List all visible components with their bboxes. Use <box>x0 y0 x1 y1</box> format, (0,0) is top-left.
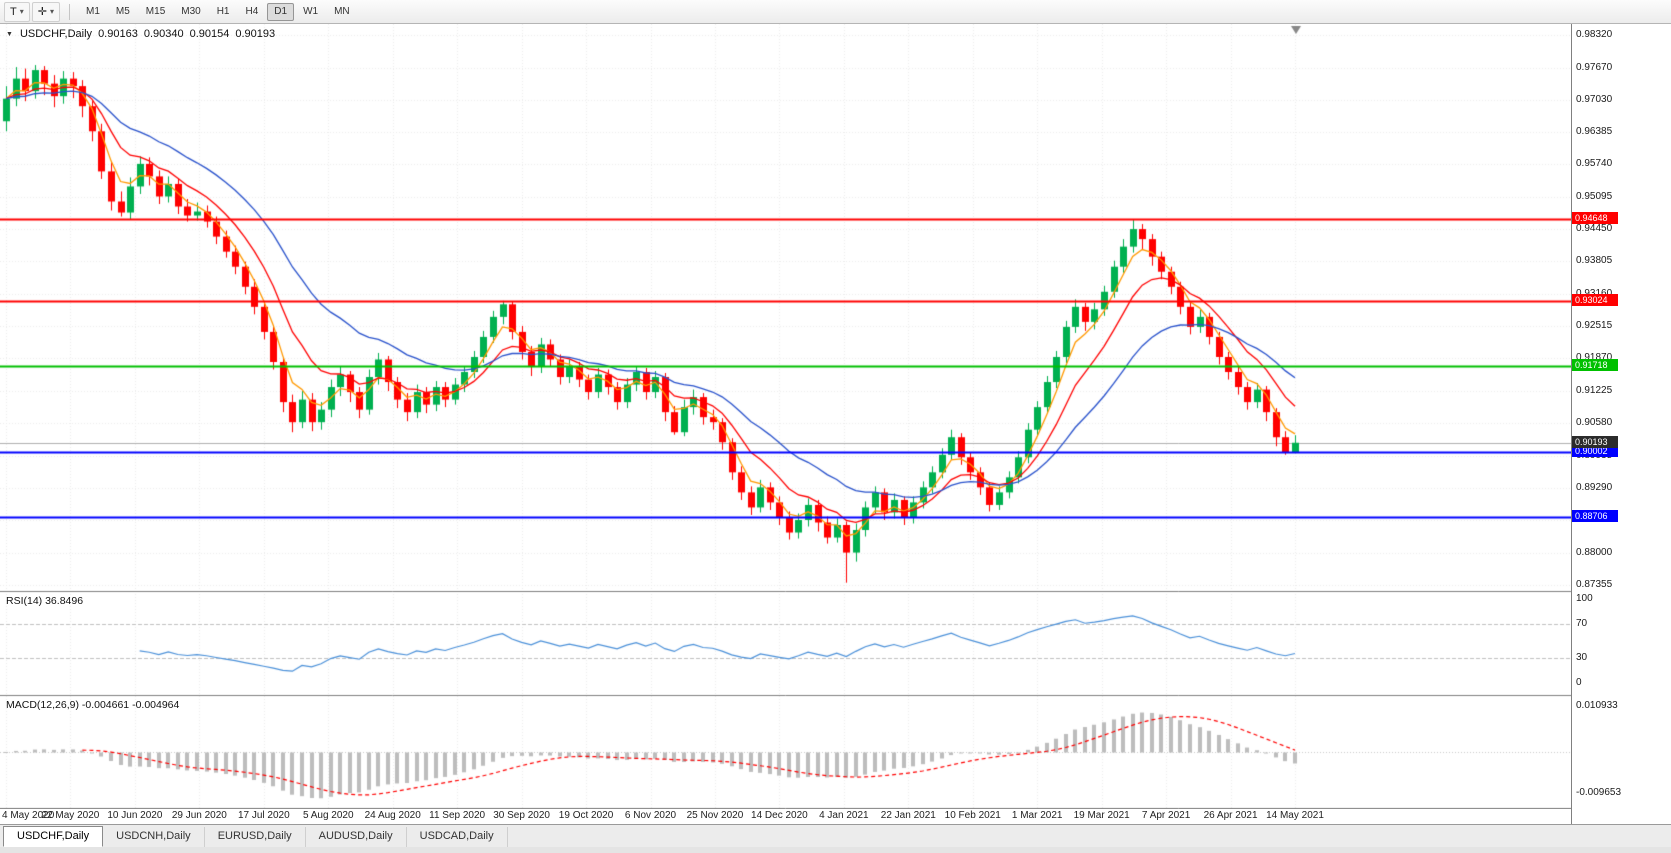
main-toolbar: T ▾ ✛ ▾ M1 M5 M15 M30 H1 H4 D1 W1 MN <box>0 0 1671 24</box>
date-label: 30 Sep 2020 <box>493 810 550 821</box>
timeframe-m30-button[interactable]: M30 <box>174 3 207 21</box>
date-label: 26 Apr 2021 <box>1203 810 1258 821</box>
price-scale-axis[interactable] <box>1571 24 1671 824</box>
date-label: 24 Aug 2020 <box>364 810 421 821</box>
date-label: 4 May 2020 <box>2 810 55 821</box>
date-label: 14 May 2021 <box>1266 810 1324 821</box>
date-label: 17 Jul 2020 <box>237 810 290 821</box>
timeframe-m15-button[interactable]: M15 <box>139 3 172 21</box>
tab-eurusd-daily[interactable]: EURUSD,Daily <box>205 827 306 847</box>
timeframe-m1-button[interactable]: M1 <box>79 3 107 21</box>
timeframe-h4-button[interactable]: H4 <box>239 3 266 21</box>
rsi-indicator-label: RSI(14) 36.8496 <box>6 595 83 607</box>
date-label: 19 Mar 2021 <box>1073 810 1130 821</box>
date-label: 14 Dec 2020 <box>751 810 808 821</box>
macd-indicator-label: MACD(12,26,9) -0.004661 -0.004964 <box>6 699 179 711</box>
collapse-caret-icon: ▼ <box>6 30 13 38</box>
time-scale-axis[interactable]: 4 May 2020 22 May 2020 10 Jun 2020 29 Jun 2… <box>0 809 1571 824</box>
tab-audusd-daily[interactable]: AUDUSD,Daily <box>306 827 407 847</box>
date-label: 1 Mar 2021 <box>1011 810 1063 821</box>
rsi-label-text: RSI(14) 36.8496 <box>6 595 84 607</box>
ohlc-open-value: 0.90163 <box>98 28 138 40</box>
date-label: 5 Aug 2020 <box>302 810 354 821</box>
date-label: 10 Feb 2021 <box>944 810 1001 821</box>
tab-usdchf-daily[interactable]: USDCHF,Daily <box>3 826 104 847</box>
templates-button[interactable]: T ▾ <box>4 1 30 22</box>
date-label: 22 May 2020 <box>41 810 100 821</box>
tab-usdcad-daily[interactable]: USDCAD,Daily <box>407 827 508 847</box>
date-label: 10 Jun 2020 <box>107 810 163 821</box>
date-label: 4 Jan 2021 <box>819 810 869 821</box>
date-label: 22 Jan 2021 <box>880 810 936 821</box>
date-label: 25 Nov 2020 <box>686 810 744 821</box>
timeframe-m5-button[interactable]: M5 <box>109 3 137 21</box>
ohlc-high-value: 0.90340 <box>143 28 184 40</box>
chart-title: ▼ USDCHF,Daily 0.90163 0.90340 0.90154 0… <box>6 28 275 40</box>
timeframe-mn-button[interactable]: MN <box>327 3 357 21</box>
ohlc-close-value: 0.90193 <box>235 28 276 40</box>
timeframe-d1-button[interactable]: D1 <box>267 2 295 21</box>
timeframe-w1-button[interactable]: W1 <box>296 3 325 21</box>
chevron-down-icon: ▾ <box>19 7 24 16</box>
date-label: 29 Jun 2020 <box>171 810 227 821</box>
toolbar-separator <box>68 3 70 20</box>
date-label: 19 Oct 2020 <box>558 810 614 821</box>
macd-label-text: MACD(12,26,9) -0.004661 -0.004964 <box>6 699 180 711</box>
tab-usdcnh-daily[interactable]: USDCNH,Daily <box>103 827 205 847</box>
bottom-filler-strip <box>0 847 1671 853</box>
chevron-down-icon: ▾ <box>49 7 54 16</box>
chart-symbol-label: USDCHF,Daily <box>19 28 93 40</box>
date-label: 11 Sep 2020 <box>429 810 486 821</box>
templates-icon: T <box>10 5 17 18</box>
timeframe-h1-button[interactable]: H1 <box>210 3 237 21</box>
cursor-tool-button[interactable]: ✛ ▾ <box>31 1 60 22</box>
ohlc-low-value: 0.90154 <box>189 28 230 40</box>
date-label: 6 Nov 2020 <box>624 810 677 821</box>
crosshair-icon: ✛ <box>37 6 47 18</box>
price-chart-canvas[interactable] <box>0 24 1571 809</box>
chart-tabs-bar: USDCHF,Daily USDCNH,Daily EURUSD,Daily A… <box>0 824 1671 847</box>
date-label: 7 Apr 2021 <box>1141 810 1191 821</box>
